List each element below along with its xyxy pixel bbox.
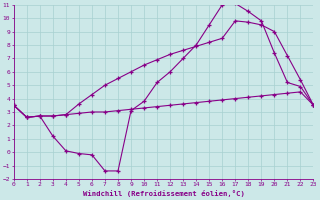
X-axis label: Windchill (Refroidissement éolien,°C): Windchill (Refroidissement éolien,°C) [83, 190, 244, 197]
